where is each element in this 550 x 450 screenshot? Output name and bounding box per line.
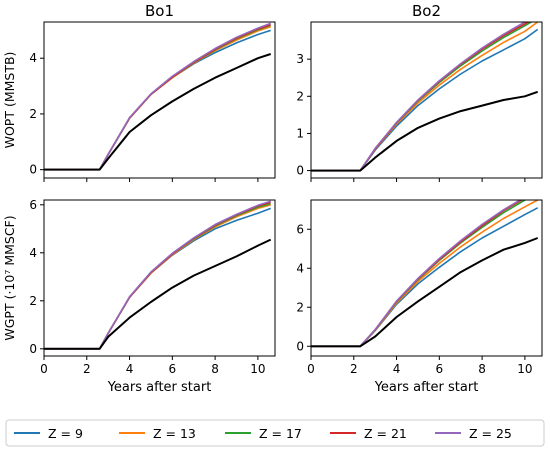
legend-item: Z = 21 <box>330 426 407 441</box>
x-tick-label: 2 <box>350 362 358 376</box>
series-line-black <box>44 53 272 171</box>
series-line-25 <box>44 22 271 171</box>
x-tick-label: 2 <box>83 362 91 376</box>
y-axis-label-row1: WOPT (MMSTB) <box>2 52 17 149</box>
legend-label: Z = 13 <box>153 426 196 441</box>
legend-label: Z = 21 <box>364 426 407 441</box>
series-group <box>311 200 539 348</box>
y-tick-label: 6 <box>29 198 37 212</box>
series-line-17 <box>44 202 271 350</box>
y-tick-label: 0 <box>296 339 304 353</box>
y-tick-label: 1 <box>296 126 304 140</box>
series-line-9 <box>44 29 271 171</box>
series-group <box>311 22 539 172</box>
y-axis-label-row2: WGPT (·10⁷ MMSCF) <box>2 215 17 340</box>
series-line-13 <box>44 25 271 171</box>
panel-Bo2-WOPT: 0 1 2 3 <box>296 21 543 182</box>
x-tick-label: 8 <box>478 362 486 376</box>
axes-frame <box>43 21 276 179</box>
x-axis-label: Years after start <box>107 380 212 395</box>
y-tick-label: 2 <box>296 89 304 103</box>
x-tick-label: 10 <box>517 362 532 376</box>
series-line-25 <box>311 200 522 348</box>
y-tick-label: 4 <box>29 246 37 260</box>
series-line-black <box>311 90 539 172</box>
panel-Bo1-WOPT: 0 2 4 <box>29 21 276 182</box>
y-tick-label: 4 <box>29 51 37 65</box>
y-tick-label: 2 <box>29 107 37 121</box>
legend-item: Z = 25 <box>435 426 512 441</box>
legend-item: Z = 17 <box>225 426 302 441</box>
series-line-21 <box>44 201 271 350</box>
column-title-bo2: Bo2 <box>412 2 441 20</box>
axes-frame <box>310 21 543 179</box>
legend-item: Z = 13 <box>119 426 196 441</box>
y-tick-label: 6 <box>296 222 304 236</box>
panel-Bo2-WGPT: 0 2 4 6 8 10 0 2 4 6 Years after start <box>296 199 543 395</box>
x-tick-label: 10 <box>250 362 265 376</box>
x-tick-label: 6 <box>169 362 177 376</box>
legend-label: Z = 9 <box>48 426 83 441</box>
axes-frame <box>43 199 276 357</box>
panel-Bo1-WGPT: 0 2 4 6 8 10 0 2 4 6 Years after start <box>29 198 276 395</box>
series-line-17 <box>44 24 271 171</box>
y-tick-label: 0 <box>296 164 304 178</box>
series-line-black <box>311 237 539 348</box>
legend-box <box>5 419 545 447</box>
x-tick-label: 4 <box>393 362 401 376</box>
series-line-black <box>44 238 272 350</box>
axes-frame <box>310 199 543 357</box>
x-tick-label: 6 <box>436 362 444 376</box>
x-axis-label: Years after start <box>374 380 479 395</box>
series-line-25 <box>44 200 271 350</box>
x-tick-label: 8 <box>211 362 219 376</box>
legend-label: Z = 25 <box>469 426 512 441</box>
legend-label: Z = 17 <box>259 426 302 441</box>
y-tick-label: 2 <box>296 300 304 314</box>
series-group <box>44 22 272 171</box>
series-line-9 <box>44 207 271 350</box>
series-line-25 <box>311 22 527 172</box>
y-tick-label: 0 <box>29 163 37 177</box>
legend-item: Z = 9 <box>14 426 83 441</box>
x-tick-label: 0 <box>307 362 315 376</box>
series-group <box>44 200 272 350</box>
column-title-bo1: Bo1 <box>145 2 174 20</box>
series-line-13 <box>44 204 271 350</box>
y-tick-label: 3 <box>296 52 304 66</box>
y-tick-label: 4 <box>296 261 304 275</box>
y-tick-label: 0 <box>29 342 37 356</box>
y-tick-label: 2 <box>29 294 37 308</box>
series-line-21 <box>44 24 271 171</box>
x-tick-label: 0 <box>40 362 48 376</box>
series-line-21 <box>311 200 524 348</box>
x-tick-label: 4 <box>126 362 134 376</box>
